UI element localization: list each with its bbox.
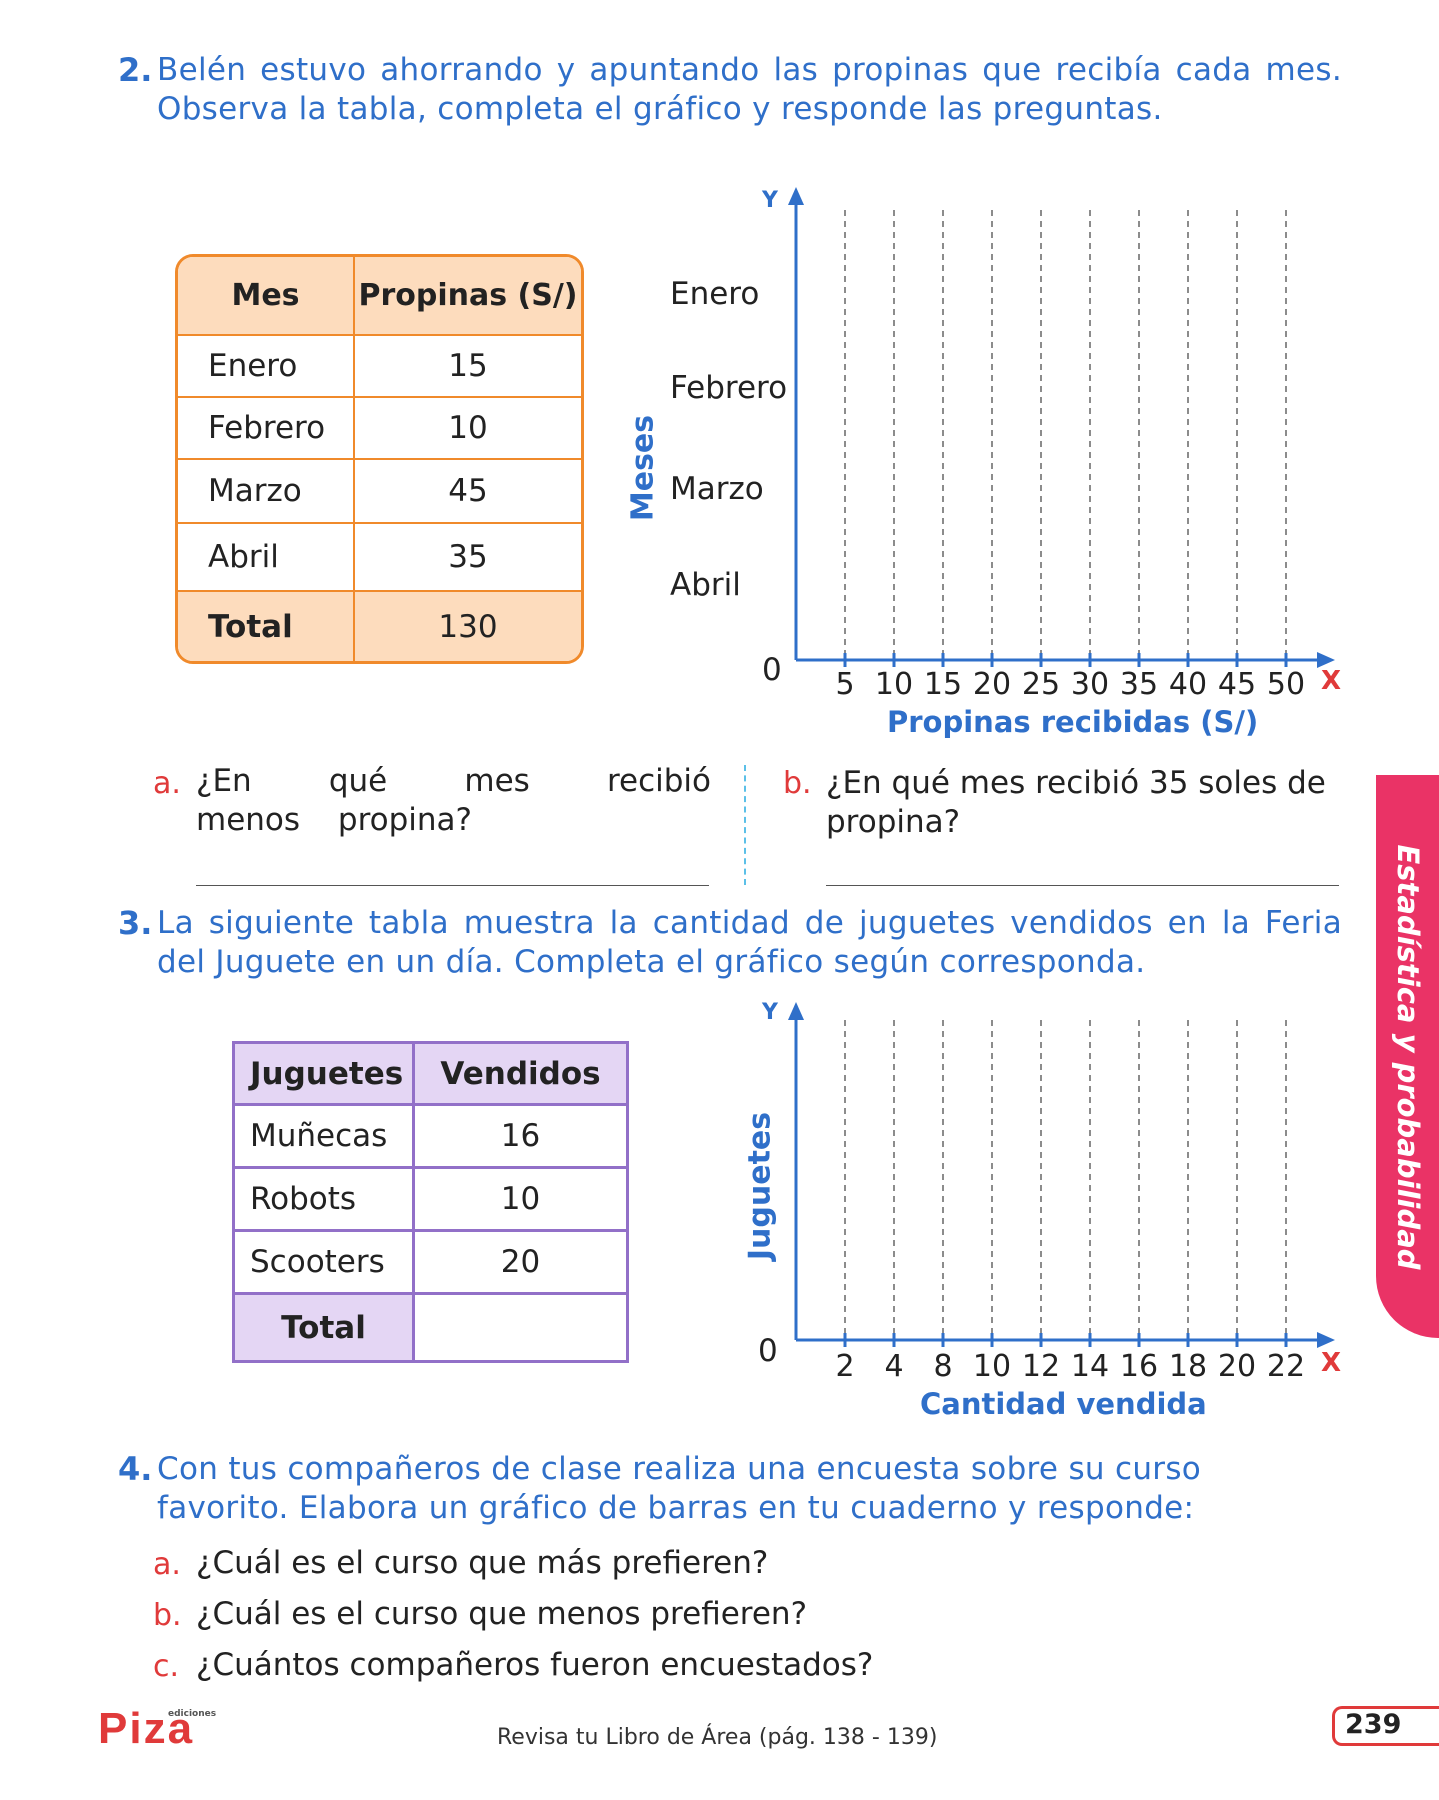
chapter-side-tab xyxy=(1376,775,1439,1338)
question-2a-text: ¿En qué mes recibió menos propina? xyxy=(196,763,711,838)
graph-2-y-letter: Y xyxy=(762,1000,778,1025)
table-cell-value: 10 xyxy=(412,1166,629,1232)
answer-line-2b[interactable] xyxy=(826,885,1339,886)
table-cell-value: 10 xyxy=(353,396,581,460)
logo-small-text: ediciones xyxy=(168,1709,217,1719)
table-cell-month: Marzo xyxy=(178,458,355,524)
toys-table: Juguetes Vendidos Muñecas 16 Robots 10 S… xyxy=(232,1041,629,1363)
question-2b-letter: b. xyxy=(783,766,812,801)
question-4b-text: ¿Cuál es el curso que menos prefieren? xyxy=(196,1596,808,1632)
table-cell-value: 16 xyxy=(412,1103,629,1169)
table-cell-value: 35 xyxy=(353,522,581,592)
graph-2-y-title: Juguetes xyxy=(742,1111,778,1261)
table-cell-value: 45 xyxy=(353,458,581,524)
question-4-text: Con tus compañeros de clase realiza una … xyxy=(157,1451,1202,1526)
table-header-mes: Mes xyxy=(178,257,355,336)
table-cell-toy: Muñecas xyxy=(232,1103,415,1169)
graph-1-axes xyxy=(788,187,1335,668)
question-2b-text: ¿En qué mes recibió 35 soles de propina? xyxy=(826,765,1326,840)
chapter-side-tab-label: Estadística y probabilidad xyxy=(1390,843,1425,1270)
graph-2-x-title: Cantidad vendida xyxy=(920,1387,1207,1421)
table-total-label: Total xyxy=(232,1292,415,1363)
table-cell-month: Enero xyxy=(178,334,355,398)
graph-1-y-letter: Y xyxy=(762,188,778,213)
question-4a-letter: a. xyxy=(153,1547,181,1582)
table-cell-value: 20 xyxy=(412,1229,629,1295)
graph-1-x-title: Propinas recibidas (S/) xyxy=(887,705,1259,739)
graph-1-y-title: Meses xyxy=(625,414,661,522)
divider xyxy=(744,765,746,885)
table-cell-value: 15 xyxy=(353,334,581,398)
page-number: 239 xyxy=(1345,1709,1402,1740)
question-3-text: La siguiente tabla muestra la cantidad d… xyxy=(157,905,1342,980)
answer-line-2a[interactable] xyxy=(196,885,709,886)
table-header-vendidos: Vendidos xyxy=(412,1041,629,1106)
table-cell-month: Abril xyxy=(178,522,355,592)
graph-2-x-letter: X xyxy=(1321,1348,1342,1378)
table-cell-toy: Scooters xyxy=(232,1229,415,1295)
graph-1-origin: 0 xyxy=(762,652,782,688)
graph-1-category: Enero xyxy=(670,276,760,312)
graph-2-axes xyxy=(788,1002,1335,1348)
page-number-box xyxy=(1332,1706,1439,1746)
table-total-value: 130 xyxy=(353,590,581,661)
question-3-number: 3. xyxy=(118,904,153,942)
tips-table: Mes Propinas (S/) Enero 15 Febrero 10 Ma… xyxy=(175,254,584,664)
question-2a-letter: a. xyxy=(153,766,181,801)
question-2-number: 2. xyxy=(118,51,153,89)
table-cell-month: Febrero xyxy=(178,396,355,460)
question-4c-letter: c. xyxy=(153,1649,180,1684)
graph-1-category: Febrero xyxy=(670,370,788,406)
question-4-number: 4. xyxy=(118,1450,153,1488)
footer-note: Revisa tu Libro de Área (pág. 138 - 139) xyxy=(497,1725,938,1750)
table-header-juguetes: Juguetes xyxy=(232,1041,415,1106)
graph-1-x-letter: X xyxy=(1321,666,1342,696)
table-header-propinas: Propinas (S/) xyxy=(353,257,581,336)
question-4a-text: ¿Cuál es el curso que más prefieren? xyxy=(196,1545,769,1581)
question-4c-text: ¿Cuántos compañeros fueron encuestados? xyxy=(196,1647,874,1683)
question-2-text: Belén estuvo ahorrando y apuntando las p… xyxy=(157,52,1342,127)
table-cell-toy: Robots xyxy=(232,1166,415,1232)
graph-2-origin: 0 xyxy=(758,1333,778,1369)
table-total-value[interactable] xyxy=(412,1292,629,1363)
question-4b-letter: b. xyxy=(153,1598,182,1633)
table-total-label: Total xyxy=(178,590,355,661)
publisher-logo: Piza xyxy=(98,1704,195,1753)
graph-1-category: Abril xyxy=(670,567,741,603)
graph-1-category: Marzo xyxy=(670,471,764,507)
